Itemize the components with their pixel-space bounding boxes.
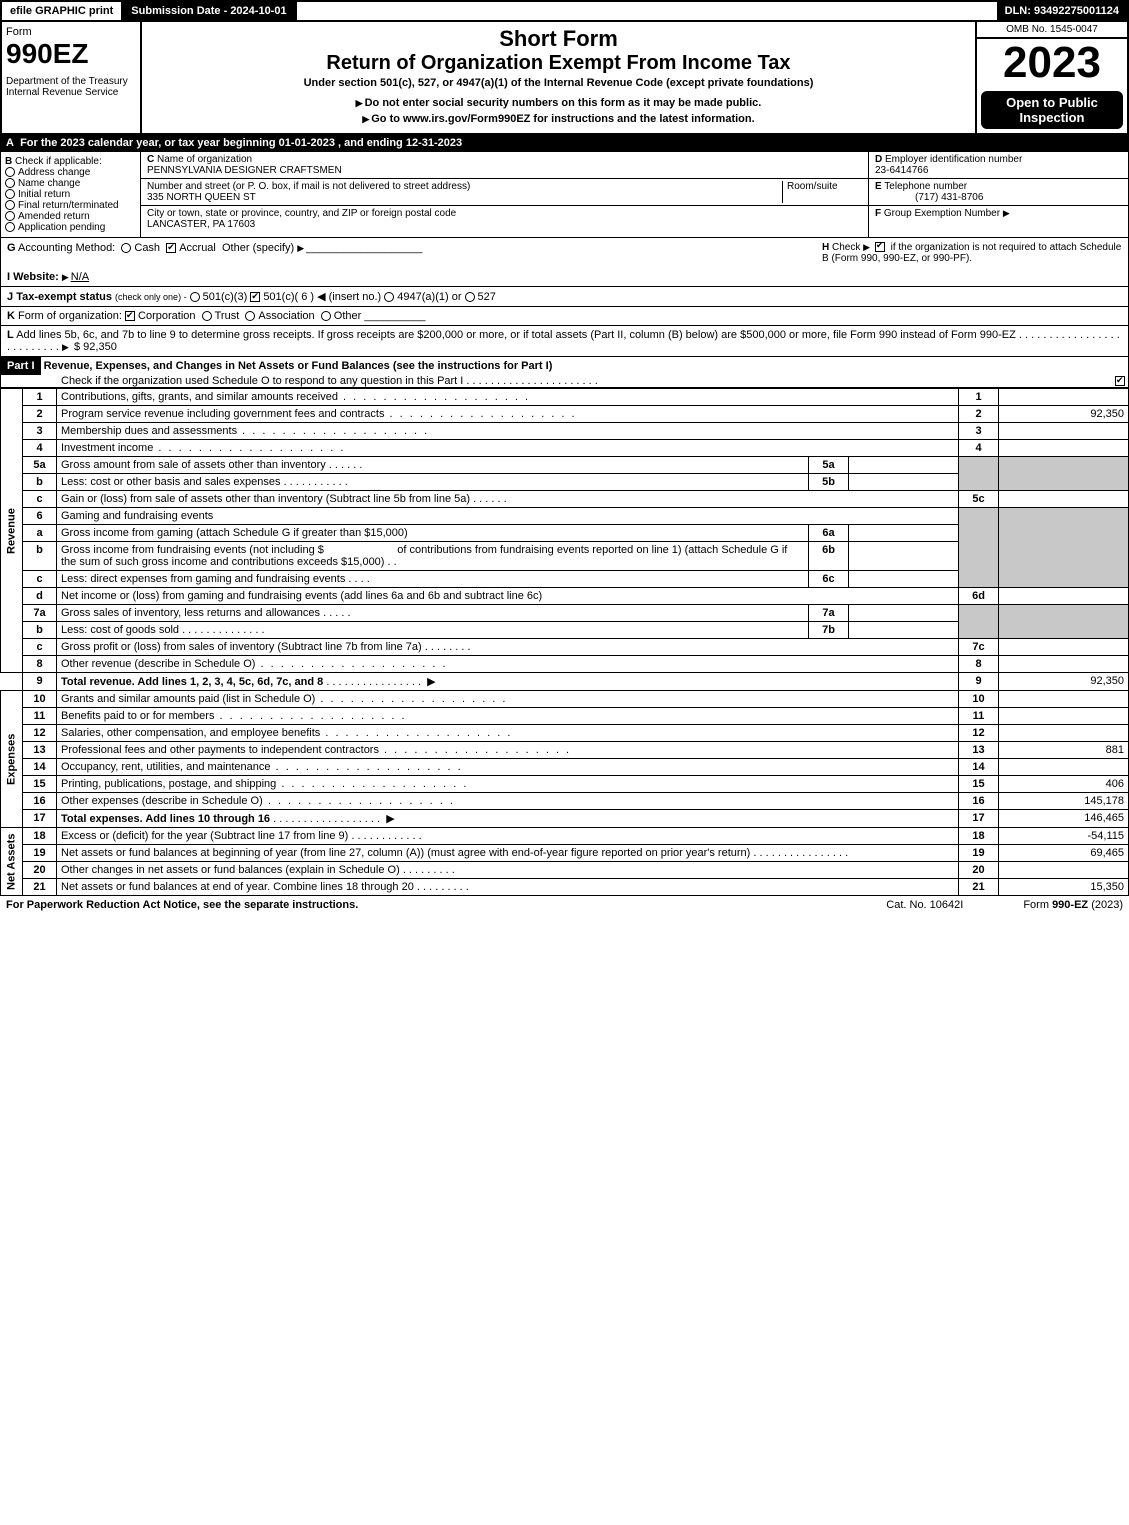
title-return: Return of Organization Exempt From Incom… xyxy=(150,52,967,75)
line17-amount: 146,465 xyxy=(999,810,1129,828)
checkbox-501c[interactable] xyxy=(250,292,260,302)
form-number: 990EZ xyxy=(6,38,136,70)
checkbox-corp[interactable] xyxy=(125,311,135,321)
b-label: Check if applicable: xyxy=(15,156,102,167)
omb-number: OMB No. 1545-0047 xyxy=(977,22,1127,39)
line16-amount: 145,178 xyxy=(999,793,1129,810)
line19-amount: 69,465 xyxy=(999,845,1129,862)
dept-label: Department of the Treasury xyxy=(6,76,136,87)
line2-amount: 92,350 xyxy=(999,406,1129,423)
form-label: Form xyxy=(6,26,136,38)
website-value: N/A xyxy=(71,271,89,283)
line15-amount: 406 xyxy=(999,776,1129,793)
checkbox-4947[interactable] xyxy=(384,292,394,302)
part1-table: Revenue 1Contributions, gifts, grants, a… xyxy=(0,388,1129,896)
checkbox-initial-return[interactable] xyxy=(5,189,15,199)
checkbox-final-return[interactable] xyxy=(5,200,15,210)
checkbox-address-change[interactable] xyxy=(5,167,15,177)
title-short-form: Short Form xyxy=(150,26,967,52)
checkbox-trust[interactable] xyxy=(202,311,212,321)
checkbox-501c3[interactable] xyxy=(190,292,200,302)
org-city: LANCASTER, PA 17603 xyxy=(147,219,255,230)
tax-year: 2023 xyxy=(977,39,1127,87)
submission-date: Submission Date - 2024-10-01 xyxy=(123,2,296,20)
section-k: K Form of organization: Corporation Trus… xyxy=(0,307,1129,326)
org-name: PENNSYLVANIA DESIGNER CRAFTSMEN xyxy=(147,165,342,176)
checkbox-h[interactable] xyxy=(875,242,885,252)
checkbox-527[interactable] xyxy=(465,292,475,302)
checkbox-schedule-o[interactable] xyxy=(1115,376,1125,386)
line21-amount: 15,350 xyxy=(999,879,1129,896)
gross-receipts: $ 92,350 xyxy=(74,341,117,353)
part1-header: Part I Revenue, Expenses, and Changes in… xyxy=(0,357,1129,388)
section-i: I Website: N/A xyxy=(0,268,1129,287)
section-g-h: G Accounting Method: Cash Accrual Other … xyxy=(0,238,1129,268)
ssn-warning: Do not enter social security numbers on … xyxy=(150,97,967,109)
checkbox-name-change[interactable] xyxy=(5,178,15,188)
netassets-label: Net Assets xyxy=(1,828,23,896)
line9-amount: 92,350 xyxy=(999,673,1129,691)
goto-link[interactable]: Go to www.irs.gov/Form990EZ for instruct… xyxy=(150,113,967,125)
dln-label: DLN: 93492275001124 xyxy=(997,2,1127,20)
revenue-label: Revenue xyxy=(1,389,23,673)
efile-label[interactable]: efile GRAPHIC print xyxy=(2,2,123,20)
room-suite-label: Room/suite xyxy=(782,181,862,203)
open-to-public: Open to Public Inspection xyxy=(981,91,1123,129)
checkbox-other-org[interactable] xyxy=(321,311,331,321)
checkbox-cash[interactable] xyxy=(121,243,131,253)
expenses-label: Expenses xyxy=(1,691,23,828)
org-street: 335 NORTH QUEEN ST xyxy=(147,192,256,203)
form-header: Form 990EZ Department of the Treasury In… xyxy=(0,22,1129,135)
section-a: A For the 2023 calendar year, or tax yea… xyxy=(0,135,1129,151)
line13-amount: 881 xyxy=(999,742,1129,759)
checkbox-amended-return[interactable] xyxy=(5,211,15,221)
checkbox-accrual[interactable] xyxy=(166,243,176,253)
checkbox-application-pending[interactable] xyxy=(5,222,15,232)
section-j: J Tax-exempt status (check only one) - 5… xyxy=(0,287,1129,307)
section-l: L Add lines 5b, 6c, and 7b to line 9 to … xyxy=(0,326,1129,357)
ein: 23-6414766 xyxy=(875,165,928,176)
checkbox-assoc[interactable] xyxy=(245,311,255,321)
line18-amount: -54,115 xyxy=(999,828,1129,845)
irs-label: Internal Revenue Service xyxy=(6,87,136,98)
section-b-block: B Check if applicable: Address change Na… xyxy=(0,151,1129,238)
subtitle: Under section 501(c), 527, or 4947(a)(1)… xyxy=(150,77,967,89)
top-bar: efile GRAPHIC print Submission Date - 20… xyxy=(0,0,1129,22)
page-footer: For Paperwork Reduction Act Notice, see … xyxy=(0,896,1129,914)
phone: (717) 431-8706 xyxy=(875,192,983,203)
